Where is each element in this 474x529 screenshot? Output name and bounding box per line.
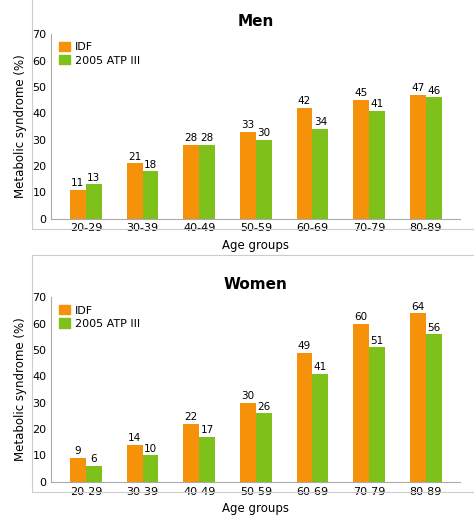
- Bar: [426, 334, 442, 482]
- Bar: [369, 348, 385, 482]
- Bar: [199, 145, 215, 218]
- Text: 33: 33: [241, 120, 255, 130]
- Bar: [410, 313, 426, 482]
- Text: 41: 41: [370, 99, 383, 109]
- Text: 49: 49: [298, 341, 311, 351]
- Bar: [297, 108, 312, 218]
- Bar: [353, 100, 369, 218]
- Text: 14: 14: [128, 433, 141, 443]
- Bar: [86, 184, 102, 218]
- Text: 47: 47: [411, 83, 424, 93]
- Text: 46: 46: [427, 86, 440, 96]
- Legend: IDF, 2005 ATP III: IDF, 2005 ATP III: [57, 40, 142, 68]
- Text: 30: 30: [241, 391, 255, 401]
- Title: Women: Women: [224, 277, 288, 292]
- Legend: IDF, 2005 ATP III: IDF, 2005 ATP III: [57, 303, 142, 331]
- Bar: [183, 424, 199, 482]
- Bar: [312, 373, 328, 482]
- Bar: [353, 324, 369, 482]
- Bar: [256, 413, 272, 482]
- Bar: [143, 171, 158, 218]
- Bar: [127, 163, 143, 218]
- Bar: [240, 403, 256, 482]
- Bar: [410, 95, 426, 218]
- Title: Men: Men: [237, 14, 274, 29]
- X-axis label: Age groups: Age groups: [222, 502, 289, 515]
- X-axis label: Age groups: Age groups: [222, 239, 289, 252]
- Bar: [369, 111, 385, 218]
- Text: 45: 45: [355, 88, 368, 98]
- Text: 30: 30: [257, 128, 270, 138]
- Text: 64: 64: [411, 302, 424, 312]
- Text: 11: 11: [71, 178, 84, 188]
- Bar: [70, 189, 86, 218]
- Bar: [256, 140, 272, 218]
- Text: 34: 34: [314, 117, 327, 127]
- Text: 26: 26: [257, 402, 270, 412]
- Text: 9: 9: [74, 446, 81, 457]
- Text: 56: 56: [427, 323, 440, 333]
- Bar: [127, 445, 143, 482]
- Text: 42: 42: [298, 96, 311, 106]
- Bar: [199, 437, 215, 482]
- Text: 28: 28: [201, 133, 214, 143]
- Bar: [86, 466, 102, 482]
- Text: 28: 28: [184, 133, 198, 143]
- Y-axis label: Metabolic syndrome (%): Metabolic syndrome (%): [14, 317, 27, 461]
- Text: 18: 18: [144, 160, 157, 170]
- Text: 60: 60: [355, 312, 368, 322]
- Text: 41: 41: [314, 362, 327, 372]
- Bar: [297, 353, 312, 482]
- Bar: [70, 458, 86, 482]
- Text: 13: 13: [87, 173, 100, 183]
- Text: 51: 51: [370, 336, 383, 346]
- Bar: [426, 97, 442, 218]
- Text: 22: 22: [184, 412, 198, 422]
- Bar: [183, 145, 199, 218]
- Text: 10: 10: [144, 444, 157, 454]
- Bar: [143, 455, 158, 482]
- Text: 6: 6: [91, 454, 97, 464]
- Bar: [240, 132, 256, 218]
- Bar: [312, 129, 328, 218]
- Text: 21: 21: [128, 152, 141, 162]
- Y-axis label: Metabolic syndrome (%): Metabolic syndrome (%): [14, 54, 27, 198]
- Text: 17: 17: [201, 425, 214, 435]
